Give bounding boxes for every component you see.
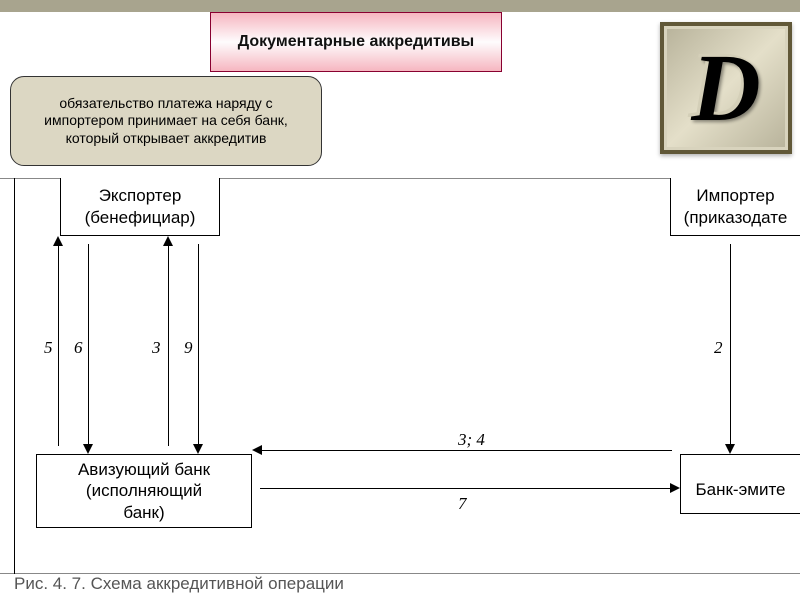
- definition-callout: обязательство платежа наряду с импортеро…: [10, 76, 322, 166]
- arrow-head-icon: [83, 444, 93, 454]
- node-label: Импортер: [696, 185, 774, 206]
- node-exporter: Экспортер (бенефициар): [60, 178, 220, 236]
- edge-line: [730, 244, 731, 446]
- figure-caption: Рис. 4. 7. Схема аккредитивной операции: [14, 574, 344, 594]
- page-title: Документарные аккредитивы: [238, 33, 474, 51]
- edge-line: [88, 244, 89, 446]
- arrow-head-icon: [193, 444, 203, 454]
- arrow-head-icon: [163, 236, 173, 246]
- edge-label: 7: [458, 494, 467, 514]
- edge-label: 6: [74, 338, 83, 358]
- node-advising-bank: Авизующий банк (исполняющий банк): [36, 454, 252, 528]
- node-importer: Импортер (приказодате: [670, 178, 800, 236]
- arrow-head-icon: [670, 483, 680, 493]
- logo-letter-icon: D: [691, 40, 760, 136]
- edge-line: [260, 450, 672, 451]
- logo-tile: D: [660, 22, 792, 154]
- node-label: Авизующий банк: [78, 459, 210, 480]
- edge-label: 9: [184, 338, 193, 358]
- arrow-head-icon: [252, 445, 262, 455]
- node-sublabel: банк): [123, 502, 164, 523]
- edge-label: 3: [152, 338, 161, 358]
- arrow-head-icon: [53, 236, 63, 246]
- edge-line: [168, 244, 169, 446]
- node-sublabel: (исполняющий: [86, 480, 202, 501]
- node-label: Экспортер: [99, 185, 182, 206]
- node-label: Банк-эмите: [695, 479, 785, 500]
- top-accent-bar: [0, 0, 800, 12]
- node-sublabel: (бенефициар): [85, 207, 196, 228]
- diagram-margin-line: [14, 178, 15, 574]
- edge-label: 5: [44, 338, 53, 358]
- edge-label: 3; 4: [458, 430, 485, 450]
- node-issuing-bank: Банк-эмите: [680, 454, 800, 514]
- node-sublabel: (приказодате: [684, 207, 788, 228]
- edge-line: [260, 488, 672, 489]
- edge-label: 2: [714, 338, 723, 358]
- arrow-head-icon: [725, 444, 735, 454]
- edge-line: [198, 244, 199, 446]
- title-placard: Документарные аккредитивы: [210, 12, 502, 72]
- definition-text: обязательство платежа наряду с импортеро…: [25, 95, 307, 148]
- edge-line: [58, 244, 59, 446]
